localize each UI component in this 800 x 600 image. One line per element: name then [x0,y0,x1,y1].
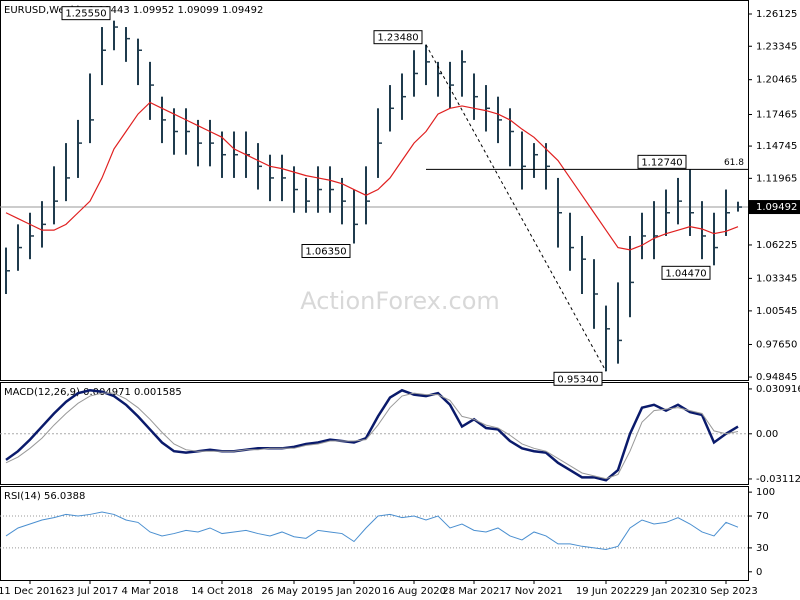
annotation-box [637,154,687,169]
x-tick-label: 28 Mar 2021 [442,586,505,597]
watermark: ActionForex.com [300,287,500,315]
fib-label: 61.8 [724,158,744,168]
y-tick-label: 100 [756,487,775,498]
y-tick-label: 1.11965 [756,173,797,184]
y-tick-label: 1.17465 [756,109,797,120]
annotation-box [661,265,711,280]
annotation-box [61,6,111,21]
y-tick-label: 70 [756,511,769,522]
annotation-label: 1.12740 [641,157,682,168]
y-tick-label: 30 [756,543,769,554]
x-tick-label: 10 Sep 2023 [694,586,757,597]
rsi-title: RSI(14) 56.0388 [4,491,85,502]
x-tick-label: 16 Aug 2020 [382,586,446,597]
y-tick-label: 0.030916 [756,384,800,395]
y-tick-label: 1.06225 [756,240,797,251]
annotation-box [301,244,351,259]
annotation-box [553,371,603,386]
last-price-label: 1.09492 [756,202,797,213]
y-tick-label: 0 [756,567,762,578]
chart-title: EURUSD,Weekly 1.09443 1.09952 1.09099 1.… [4,5,263,16]
y-tick-label: 1.03345 [756,273,797,284]
macd-title: MACD(12,26,9) 0.004971 0.001585 [4,387,182,398]
y-tick-label: 0.00 [756,429,778,440]
y-tick-label: 0.94845 [756,372,797,383]
y-tick-label: -0.031124 [756,474,800,485]
y-tick-label: 1.14745 [756,141,797,152]
x-tick-label: 14 Oct 2018 [191,586,253,597]
y-tick-label: 0.97650 [756,339,797,350]
annotation-label: 1.25550 [65,9,106,20]
last-price-box [749,200,800,215]
annotation-label: 1.06350 [305,247,346,258]
y-tick-label: 1.26125 [756,9,797,20]
y-tick-label: 1.00545 [756,306,797,317]
price-panel [0,0,749,381]
moving-average [5,101,739,251]
x-tick-label: 11 Dec 2016 [0,586,62,597]
x-tick-label: 5 Jan 2020 [327,586,381,597]
annotation-box [373,30,423,45]
x-tick-label: 26 May 2019 [261,586,326,597]
x-tick-label: 29 Jan 2023 [636,586,696,597]
x-tick-label: 7 Nov 2021 [505,586,563,597]
macd-line [5,392,739,480]
x-tick-label: 4 Mar 2018 [121,586,178,597]
x-tick-label: 23 Jul 2017 [62,586,119,597]
rsi-line [5,511,739,550]
annotation-label: 0.95340 [557,374,598,385]
rsi-panel [0,486,749,581]
annotation-label: 1.04470 [665,268,706,279]
y-tick-label: 1.23345 [756,41,797,52]
swing-line [425,44,607,372]
macd-line [5,388,739,482]
annotation-label: 1.23480 [377,33,418,44]
x-tick-label: 19 Jun 2022 [576,586,636,597]
y-tick-label: 1.20465 [756,75,797,86]
